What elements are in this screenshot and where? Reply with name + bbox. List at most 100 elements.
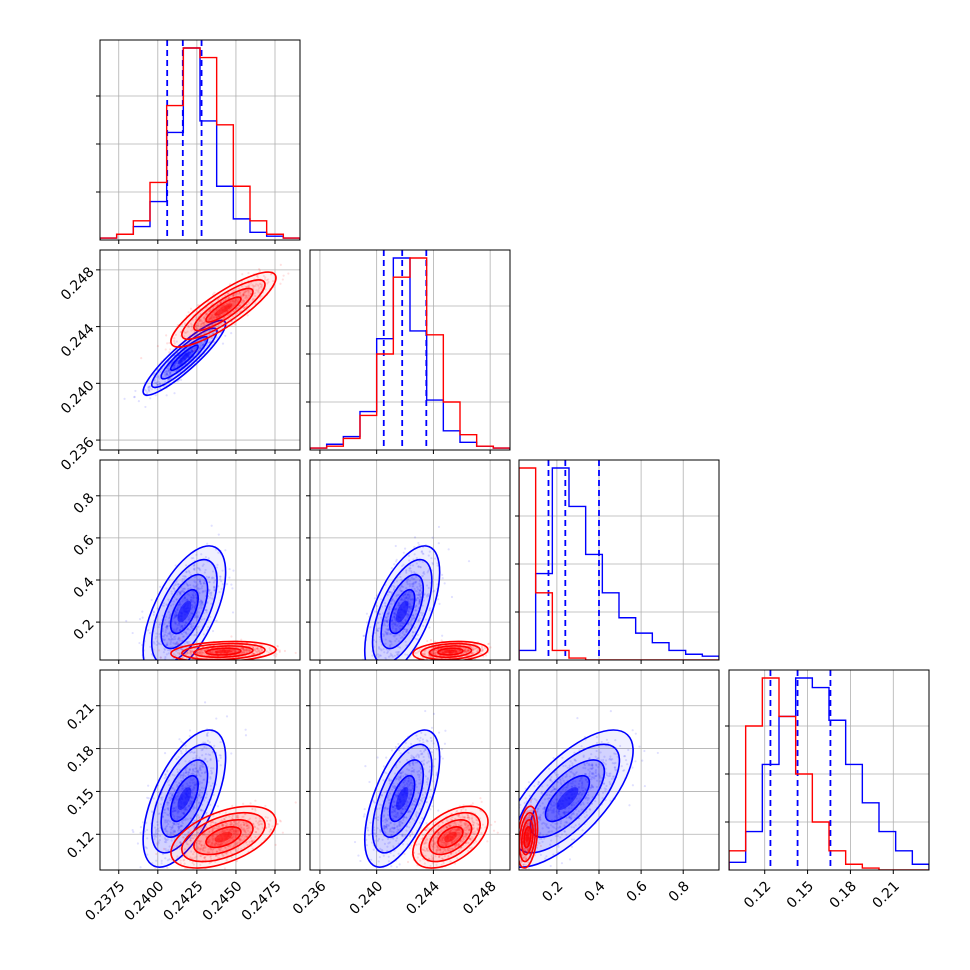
sample-point [198, 567, 201, 570]
sample-point [194, 585, 197, 588]
sample-point [181, 648, 184, 651]
sample-point [189, 626, 192, 629]
sample-point [193, 825, 196, 828]
sample-point [165, 394, 168, 397]
sample-point [390, 643, 393, 646]
sample-point [252, 285, 255, 288]
sample-point [442, 651, 445, 654]
sample-point [405, 628, 409, 631]
sample-point [180, 789, 183, 792]
sample-point [423, 653, 427, 656]
sample-point [155, 640, 159, 643]
contour-line [437, 647, 464, 656]
sample-point [392, 612, 395, 615]
sample-point [465, 650, 469, 653]
sample-point [210, 651, 213, 654]
histogram-series-1 [310, 257, 510, 450]
sample-point [196, 583, 199, 586]
sample-point [442, 652, 445, 655]
panel-content [131, 701, 297, 870]
sample-point [201, 601, 204, 604]
sample-point [191, 649, 194, 653]
sample-point [210, 315, 213, 319]
sample-point [427, 554, 430, 557]
sample-point [231, 290, 235, 293]
sample-point [152, 797, 155, 800]
contour-line [142, 319, 227, 397]
sample-point [392, 587, 395, 590]
sample-point [198, 780, 201, 784]
sample-point [191, 350, 194, 353]
sample-point [415, 575, 418, 578]
sample-point [202, 322, 206, 325]
sample-point [210, 767, 213, 770]
sample-point [206, 731, 209, 734]
sample-point [211, 651, 214, 654]
sample-point [431, 563, 434, 566]
sample-point [487, 642, 490, 646]
sample-point [158, 377, 161, 380]
sample-point [421, 612, 424, 615]
sample-point [402, 622, 405, 625]
sample-point [411, 576, 414, 579]
sample-point [179, 592, 182, 595]
sample-point [412, 577, 415, 580]
sample-point [164, 655, 167, 659]
sample-point [169, 632, 172, 635]
sample-point [204, 797, 207, 800]
sample-point [191, 772, 194, 775]
sample-point [393, 599, 396, 603]
sample-point [392, 634, 395, 637]
sample-point [440, 662, 442, 664]
contour-line [193, 645, 254, 659]
sample-point [441, 573, 444, 576]
sample-point [164, 819, 167, 822]
sample-point [135, 685, 137, 687]
sample-point [216, 805, 220, 808]
sample-point [203, 778, 206, 781]
sample-point [187, 324, 190, 328]
sample-point [207, 662, 209, 664]
sample-point [197, 324, 200, 327]
sample-point [394, 607, 398, 610]
sample-point [417, 588, 420, 591]
sample-point [184, 819, 187, 822]
sample-point [423, 592, 426, 595]
sample-point [199, 582, 202, 585]
sample-point [403, 596, 406, 599]
sample-point [245, 649, 248, 652]
sample-point [176, 593, 179, 596]
sample-point [170, 590, 173, 593]
sample-point [180, 815, 183, 818]
sample-point [168, 845, 171, 848]
sample-point [481, 648, 484, 652]
sample-point [270, 650, 273, 653]
sample-point [166, 624, 169, 627]
sample-point [203, 316, 206, 319]
sample-point [197, 324, 200, 327]
sample-point [231, 649, 235, 652]
sample-point [441, 651, 444, 654]
sample-point [203, 651, 206, 654]
sample-point [192, 556, 195, 560]
sample-point [177, 603, 181, 606]
sample-point [262, 274, 266, 278]
sample-point [194, 770, 197, 773]
sample-point [401, 635, 404, 638]
sample-point [185, 582, 189, 586]
sample-point [400, 578, 403, 581]
sample-point [192, 600, 195, 603]
sample-point [210, 336, 214, 340]
sample-point [415, 599, 418, 602]
sample-point [466, 660, 468, 662]
sample-point [181, 655, 184, 659]
sample-point [247, 302, 251, 305]
sample-point [383, 622, 386, 625]
sample-point [242, 648, 246, 651]
sample-point [182, 587, 186, 590]
sample-point [238, 310, 241, 313]
sample-point [438, 602, 441, 605]
sample-point [172, 806, 176, 810]
sample-point [157, 375, 160, 378]
